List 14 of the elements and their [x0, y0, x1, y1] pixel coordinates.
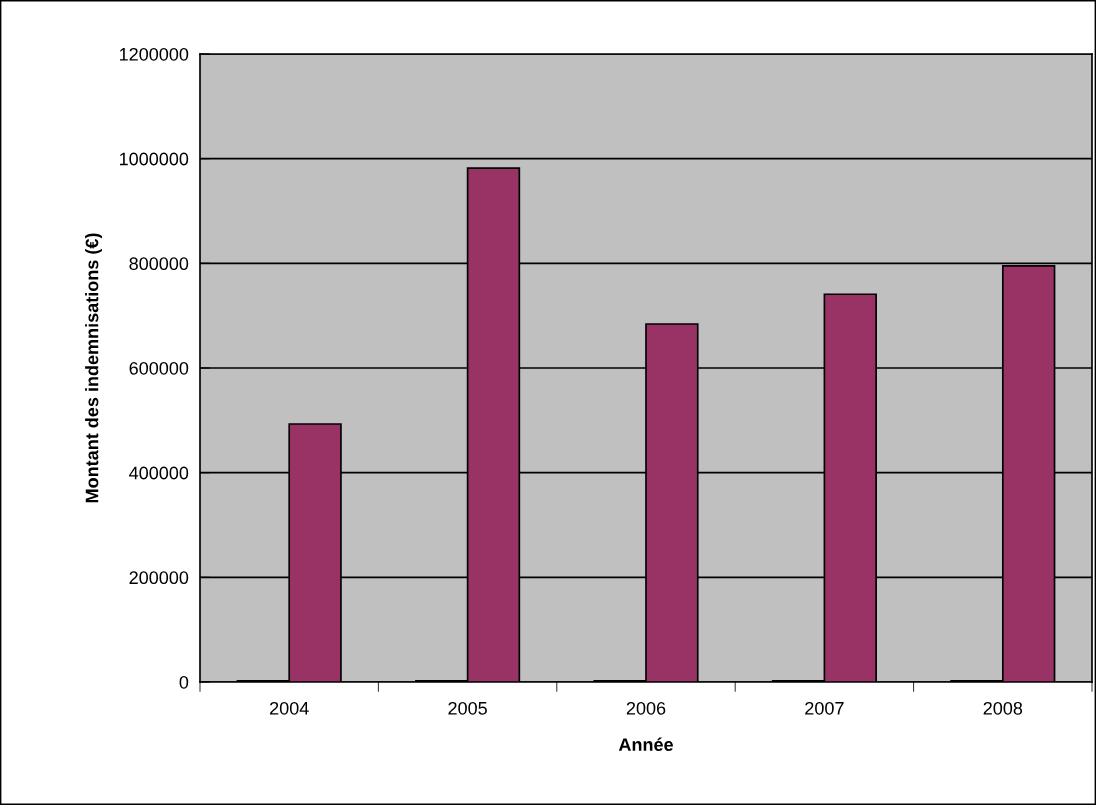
x-axis-title: Année — [618, 737, 673, 751]
y-tick-label: 800000 — [129, 257, 189, 271]
y-tick-label: 1200000 — [119, 47, 189, 61]
y-tick-label: 0 — [179, 675, 189, 689]
y-tick-label: 600000 — [129, 361, 189, 375]
x-tick-label: 2005 — [448, 701, 487, 715]
y-tick-label: 1000000 — [119, 152, 189, 166]
x-tick-label: 2006 — [626, 701, 666, 715]
y-tick-label: 400000 — [129, 466, 189, 480]
y-axis-title: Montant des indemnisations (€) — [85, 233, 102, 503]
x-tick-label: 2004 — [270, 701, 309, 715]
y-tick-label: 200000 — [129, 571, 189, 585]
x-tick-label: 2007 — [805, 701, 844, 715]
x-tick-label: 2008 — [983, 701, 1023, 715]
